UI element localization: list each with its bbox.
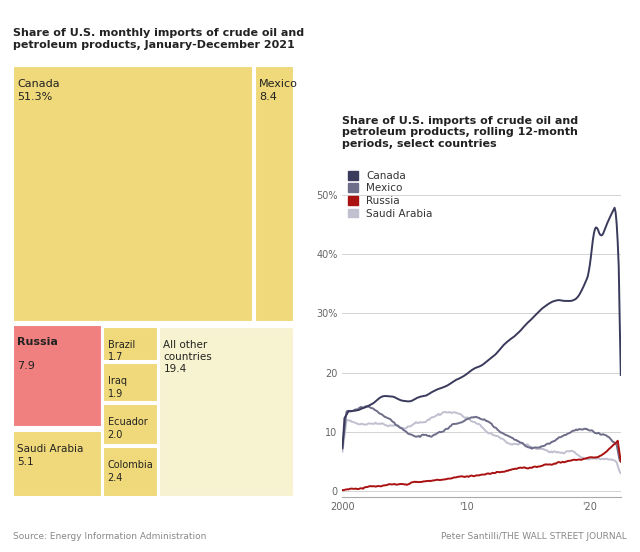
Text: Peter Santilli/THE WALL STREET JOURNAL: Peter Santilli/THE WALL STREET JOURNAL xyxy=(442,532,627,541)
Text: Share of U.S. monthly imports of crude oil and
petroleum products, January-Decem: Share of U.S. monthly imports of crude o… xyxy=(13,28,304,50)
Text: Iraq
1.9: Iraq 1.9 xyxy=(108,376,127,399)
Bar xyxy=(104,447,158,497)
Text: Colombia
2.4: Colombia 2.4 xyxy=(108,460,154,482)
Text: 7.9: 7.9 xyxy=(17,361,35,371)
Bar xyxy=(104,404,158,445)
Text: Share of U.S. imports of crude oil and
petroleum products, rolling 12-month
peri: Share of U.S. imports of crude oil and p… xyxy=(342,116,579,149)
Text: Ecuador
2.0: Ecuador 2.0 xyxy=(108,417,147,439)
Bar xyxy=(13,432,102,497)
Bar xyxy=(13,66,253,322)
Text: Brazil
1.7: Brazil 1.7 xyxy=(108,339,135,362)
Text: Canada
51.3%: Canada 51.3% xyxy=(17,79,60,102)
Bar xyxy=(159,327,294,497)
Text: Mexico
8.4: Mexico 8.4 xyxy=(259,79,298,102)
Bar xyxy=(255,66,294,322)
Text: Saudi Arabia
5.1: Saudi Arabia 5.1 xyxy=(17,444,83,466)
Bar xyxy=(13,325,102,427)
Bar xyxy=(104,363,158,402)
Legend: Canada, Mexico, Russia, Saudi Arabia: Canada, Mexico, Russia, Saudi Arabia xyxy=(348,171,433,219)
Text: Source: Energy Information Administration: Source: Energy Information Administratio… xyxy=(13,532,206,541)
Bar xyxy=(104,327,158,361)
Text: All other
countries
19.4: All other countries 19.4 xyxy=(163,339,212,374)
Text: Russia: Russia xyxy=(17,337,58,348)
